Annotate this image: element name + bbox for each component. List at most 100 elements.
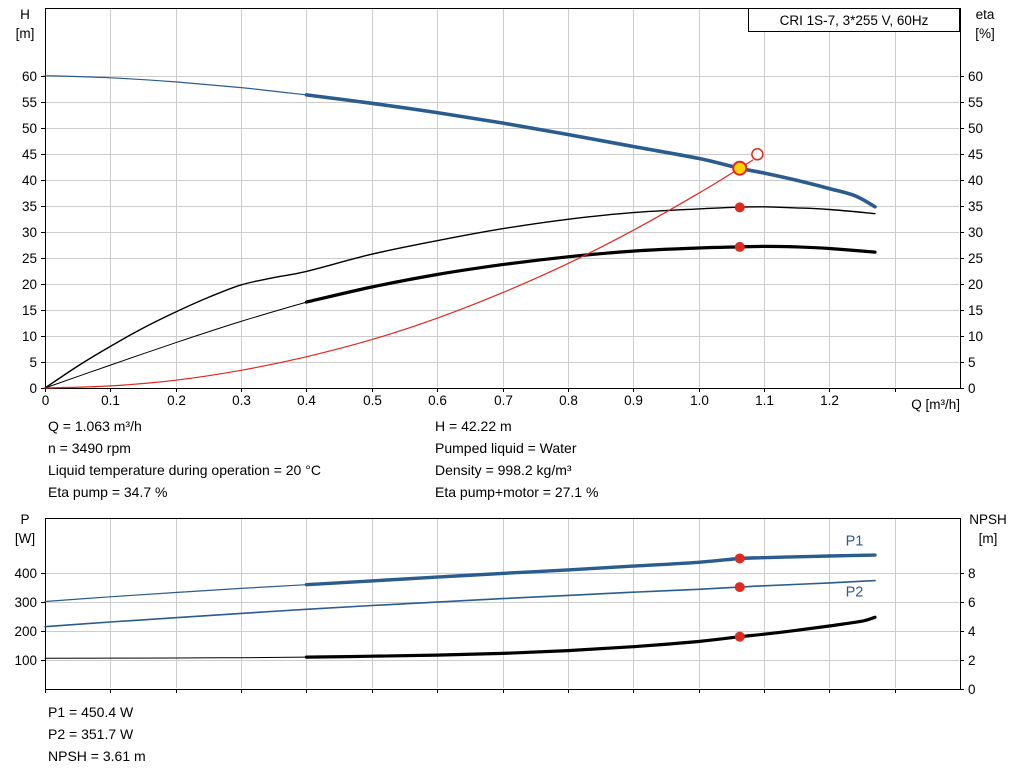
y-tick-label-right: 25: [968, 251, 983, 266]
x-tick-label: 1.2: [820, 393, 839, 408]
y-tick-label-left: 20: [22, 277, 37, 292]
y-tick-label-left: 300: [14, 595, 37, 610]
eta-pump-motor-curve: [304, 244, 877, 304]
x-tick-label: 0: [42, 393, 50, 408]
y-tick-label-left: 200: [14, 624, 37, 639]
y-tick-label-right: 0: [968, 381, 976, 396]
y-tick-label-left: 25: [22, 251, 37, 266]
y-tick-label-left: 10: [22, 329, 37, 344]
eta-pump-point: [734, 202, 745, 213]
x-tick-label: 0.3: [232, 393, 251, 408]
pump-designation-box: CRI 1S-7, 3*255 V, 60Hz: [748, 8, 960, 32]
eta-pump-curve: [44, 206, 876, 389]
hq-curve: [304, 93, 877, 209]
y-tick-label-left: 30: [22, 225, 37, 240]
y-tick-label-left: 5: [29, 355, 37, 370]
h-axis-symbol: H: [20, 7, 30, 22]
x-tick-label: 0.8: [559, 393, 578, 408]
eta-axis-title: eta [%]: [963, 5, 1007, 43]
duty-info-right: H = 42.22 m Pumped liquid = Water Densit…: [435, 415, 598, 503]
p-axis-unit: [W]: [14, 531, 36, 546]
y-tick-label-left: 35: [22, 199, 37, 214]
y-tick-label-right: 10: [968, 329, 983, 344]
y-tick-label-right: 55: [968, 95, 983, 110]
npsh-point: [734, 631, 745, 642]
x-tick-label: 0.7: [494, 393, 513, 408]
hq-eta-chart: 0 0.1 0.2 0.3 0.4 0.5 0.6 0.7 0.8 0.9 1.0 1.1 1.20 05…: [22, 8, 983, 408]
p2-point: [734, 582, 745, 593]
x-tick-label: 0.6: [428, 393, 447, 408]
x-tick-label: 1.1: [755, 393, 774, 408]
y-tick-label-right: 60: [968, 69, 983, 84]
y-tick-label-right: 15: [968, 303, 983, 318]
npsh-axis-unit: [m]: [978, 531, 998, 546]
y-tick-label-right: 5: [968, 355, 976, 370]
y2-tick-label: 8: [968, 566, 976, 581]
y-tick-label-right: 35: [968, 199, 983, 214]
info-p2: P2 = 351.7 W: [48, 726, 134, 742]
info-eta-pump-motor: Eta pump+motor = 27.1 %: [435, 484, 599, 500]
y-tick-label-left: 400: [14, 566, 37, 581]
npsh-axis-title: NPSH [m]: [958, 510, 1018, 548]
y-tick-label-left: 60: [22, 69, 37, 84]
info-density: Density = 998.2 kg/m³: [435, 462, 572, 478]
system-curve-end-marker: [751, 148, 764, 161]
eta-pump-motor-point: [734, 241, 745, 252]
y-tick-label-left: 40: [22, 173, 37, 188]
curve-label-p2: P2: [846, 584, 864, 600]
q-axis-label: Q [m³/h]: [911, 397, 960, 412]
y2-tick-label: 4: [968, 624, 976, 639]
p-axis-title: P [W]: [6, 510, 44, 548]
y2-tick-label: 2: [968, 653, 976, 668]
y-tick-label-right: 50: [968, 121, 983, 136]
curve-label-p1: P1: [846, 534, 864, 550]
y-tick-label-right: 45: [968, 147, 983, 162]
h-axis-title: H [m]: [6, 5, 44, 43]
info-flow: Q = 1.063 m³/h: [48, 418, 142, 434]
hq-curve-full-range: [44, 75, 307, 96]
y-tick-label-left: 100: [14, 653, 37, 668]
npsh-curve: [304, 615, 877, 659]
info-head: H = 42.22 m: [435, 418, 512, 434]
duty-point: [732, 160, 748, 176]
y-tick-label-right: 30: [968, 225, 983, 240]
y-tick-label-left: 50: [22, 121, 37, 136]
y-tick-label-left: 15: [22, 303, 37, 318]
p1-curve-lead: [44, 584, 307, 603]
p2-curve: [44, 579, 876, 628]
power-npsh-info: P1 = 450.4 W P2 = 351.7 W NPSH = 3.61 m: [48, 701, 146, 767]
npsh-curve-lead: [44, 656, 307, 659]
power-npsh-chart: 100 200 300 400 0 2 4 6 8 P1 P2: [14, 518, 976, 697]
y-tick-label-right: 20: [968, 277, 983, 292]
y-tick-label-right: 40: [968, 173, 983, 188]
x-tick-label: 0.5: [363, 393, 382, 408]
y2-tick-label: 0: [968, 682, 976, 697]
info-pumped-liquid: Pumped liquid = Water: [435, 440, 577, 456]
eta-axis-symbol: eta: [975, 7, 995, 22]
eta-axis-unit: [%]: [975, 26, 995, 41]
p-axis-symbol: P: [20, 512, 30, 527]
npsh-axis-symbol: NPSH: [969, 512, 1007, 527]
x-tick-label: 0.9: [624, 393, 643, 408]
info-speed: n = 3490 rpm: [48, 440, 131, 456]
system-curve: [44, 159, 754, 389]
plot-frame: [45, 518, 961, 690]
p1-curve: [304, 553, 877, 587]
h-axis-unit: [m]: [15, 26, 35, 41]
duty-info-left: Q = 1.063 m³/h n = 3490 rpm Liquid tempe…: [48, 415, 321, 503]
eta-pump-motor-lead: [44, 301, 307, 389]
info-liquid-temperature: Liquid temperature during operation = 20…: [48, 462, 321, 478]
x-tick-label: 1.0: [690, 393, 709, 408]
p1-point: [734, 553, 745, 564]
y2-tick-label: 6: [968, 595, 976, 610]
x-tick-label: 0.1: [101, 393, 120, 408]
y-tick-label-left: 55: [22, 95, 37, 110]
info-npsh: NPSH = 3.61 m: [48, 748, 146, 764]
info-eta-pump: Eta pump = 34.7 %: [48, 484, 168, 500]
x-tick-label: 0.4: [297, 393, 316, 408]
plot-frame: [45, 8, 961, 389]
y-tick-label-left: 45: [22, 147, 37, 162]
y-tick-label-left: 0: [29, 381, 37, 396]
info-p1: P1 = 450.4 W: [48, 704, 134, 720]
